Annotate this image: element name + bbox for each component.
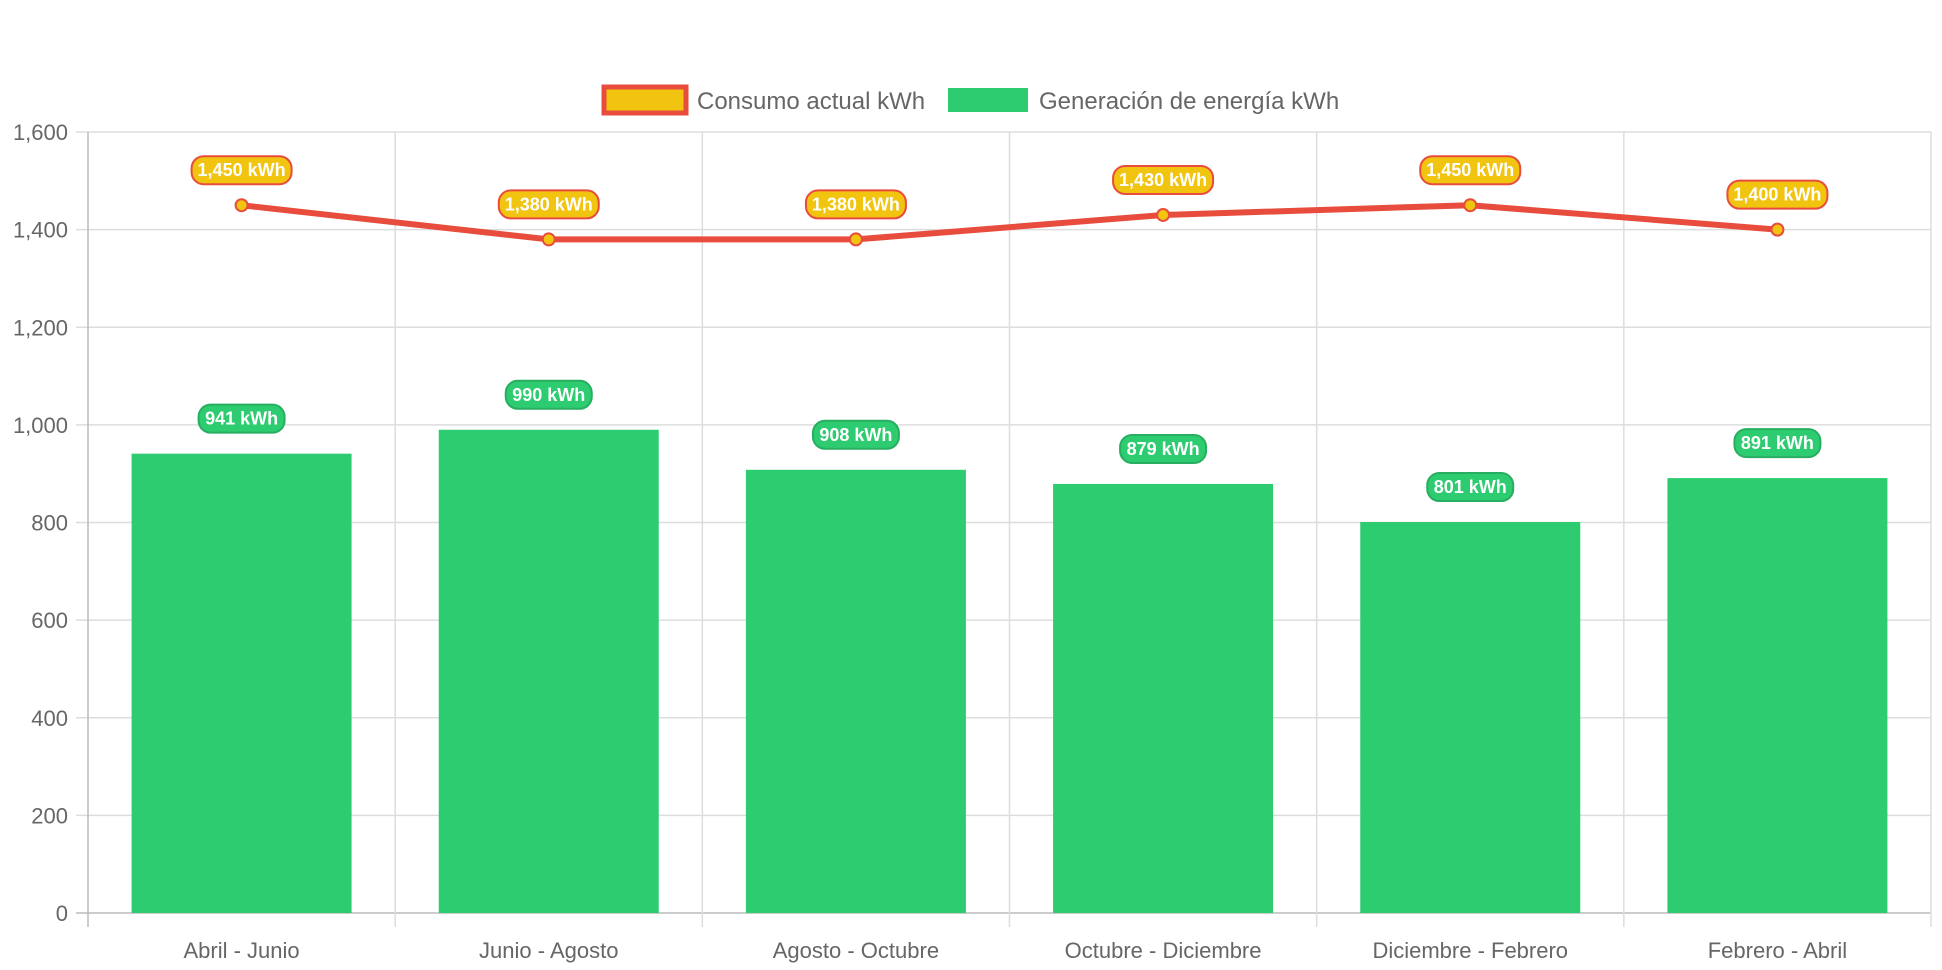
legend-swatch-generacion[interactable] xyxy=(948,88,1028,112)
bar-data-label-text: 941 kWh xyxy=(205,409,278,429)
bar-data-label-text: 801 kWh xyxy=(1434,477,1507,497)
legend-label-generacion[interactable]: Generación de energía kWh xyxy=(1039,88,1339,115)
y-tick-label: 200 xyxy=(31,803,68,828)
y-tick-label: 800 xyxy=(31,511,68,536)
line-data-label-text: 1,380 kWh xyxy=(812,194,900,214)
bar-data-label: 908 kWh xyxy=(811,419,900,450)
y-tick-label: 1,600 xyxy=(13,120,68,145)
x-tick-label: Agosto - Octubre xyxy=(773,938,939,963)
bar-data-label-box xyxy=(1426,472,1515,503)
line-data-label: 1,380 kWh xyxy=(804,189,907,220)
line-data-label-box xyxy=(804,189,907,220)
x-tick-label: Diciembre - Febrero xyxy=(1372,938,1568,963)
y-tick-label: 1,000 xyxy=(13,413,68,438)
bar-data-label-box xyxy=(811,419,900,450)
point-consumo xyxy=(1156,207,1171,222)
line-data-label-text: 1,450 kWh xyxy=(1426,160,1514,180)
line-data-label: 1,450 kWh xyxy=(1419,155,1522,186)
line-data-label-text: 1,380 kWh xyxy=(505,194,593,214)
bar-data-label: 990 kWh xyxy=(504,379,593,410)
bar-data-label-box xyxy=(504,379,593,410)
line-data-label-text: 1,400 kWh xyxy=(1733,185,1821,205)
line-consumo xyxy=(241,202,1778,243)
bar-generacion xyxy=(438,429,659,913)
y-tick-label: 1,200 xyxy=(13,315,68,340)
bar-generacion xyxy=(131,453,352,913)
bar-generacion xyxy=(1053,483,1274,913)
line-data-label: 1,430 kWh xyxy=(1112,164,1215,195)
line-data-label-box xyxy=(1419,155,1522,186)
grid xyxy=(76,131,1932,927)
x-tick-label: Junio - Agosto xyxy=(479,938,618,963)
bar-data-label: 891 kWh xyxy=(1733,428,1822,459)
bar-data-label: 941 kWh xyxy=(197,403,286,434)
line-data-label: 1,380 kWh xyxy=(497,189,600,220)
legend-label-consumo[interactable]: Consumo actual kWh xyxy=(697,88,925,115)
bar-data-label: 801 kWh xyxy=(1426,472,1515,503)
bar-generacion xyxy=(1360,522,1581,913)
bar-data-label-text: 908 kWh xyxy=(819,425,892,445)
y-tick-label: 400 xyxy=(31,706,68,731)
x-tick-label: Febrero - Abril xyxy=(1708,938,1847,963)
bar-data-label-box xyxy=(197,403,286,434)
line-series xyxy=(234,198,1785,247)
bars xyxy=(131,429,1888,913)
line-data-label-text: 1,430 kWh xyxy=(1119,170,1207,190)
x-tick-label: Octubre - Diciembre xyxy=(1065,938,1262,963)
data-labels: 941 kWh 990 kWh 908 kWh 879 kWh 801 kWh 891 k… xyxy=(190,155,1829,503)
line-data-label-box xyxy=(1726,179,1829,210)
point-consumo xyxy=(1770,222,1785,237)
bar-data-label-text: 990 kWh xyxy=(512,385,585,405)
bar-generacion xyxy=(745,469,966,913)
axes: 0 200 400 600 800 1,000 1,200 1,400 1,600 Abril -… xyxy=(13,120,1847,963)
line-data-label-box xyxy=(190,155,293,186)
bar-data-label: 879 kWh xyxy=(1119,433,1208,464)
point-consumo xyxy=(234,198,249,213)
legend[interactable]: Consumo actual kWh Generación de energía… xyxy=(601,84,1339,116)
line-data-label-text: 1,450 kWh xyxy=(198,160,286,180)
bar-data-label-text: 879 kWh xyxy=(1127,439,1200,459)
point-consumo xyxy=(1463,198,1478,213)
legend-swatch-consumo[interactable] xyxy=(601,84,689,116)
y-tick-label: 600 xyxy=(31,608,68,633)
bar-generacion xyxy=(1667,478,1888,913)
bar-data-label-box xyxy=(1733,428,1822,459)
line-data-label-box xyxy=(1112,164,1215,195)
x-tick-label: Abril - Junio xyxy=(184,938,300,963)
bar-data-label-text: 891 kWh xyxy=(1741,433,1814,453)
point-consumo xyxy=(848,232,863,247)
y-tick-label: 1,400 xyxy=(13,218,68,243)
line-data-label-box xyxy=(497,189,600,220)
point-consumo xyxy=(541,232,556,247)
bar-data-label-box xyxy=(1119,433,1208,464)
line-data-label: 1,400 kWh xyxy=(1726,179,1829,210)
y-tick-label: 0 xyxy=(56,901,68,926)
line-data-label: 1,450 kWh xyxy=(190,155,293,186)
